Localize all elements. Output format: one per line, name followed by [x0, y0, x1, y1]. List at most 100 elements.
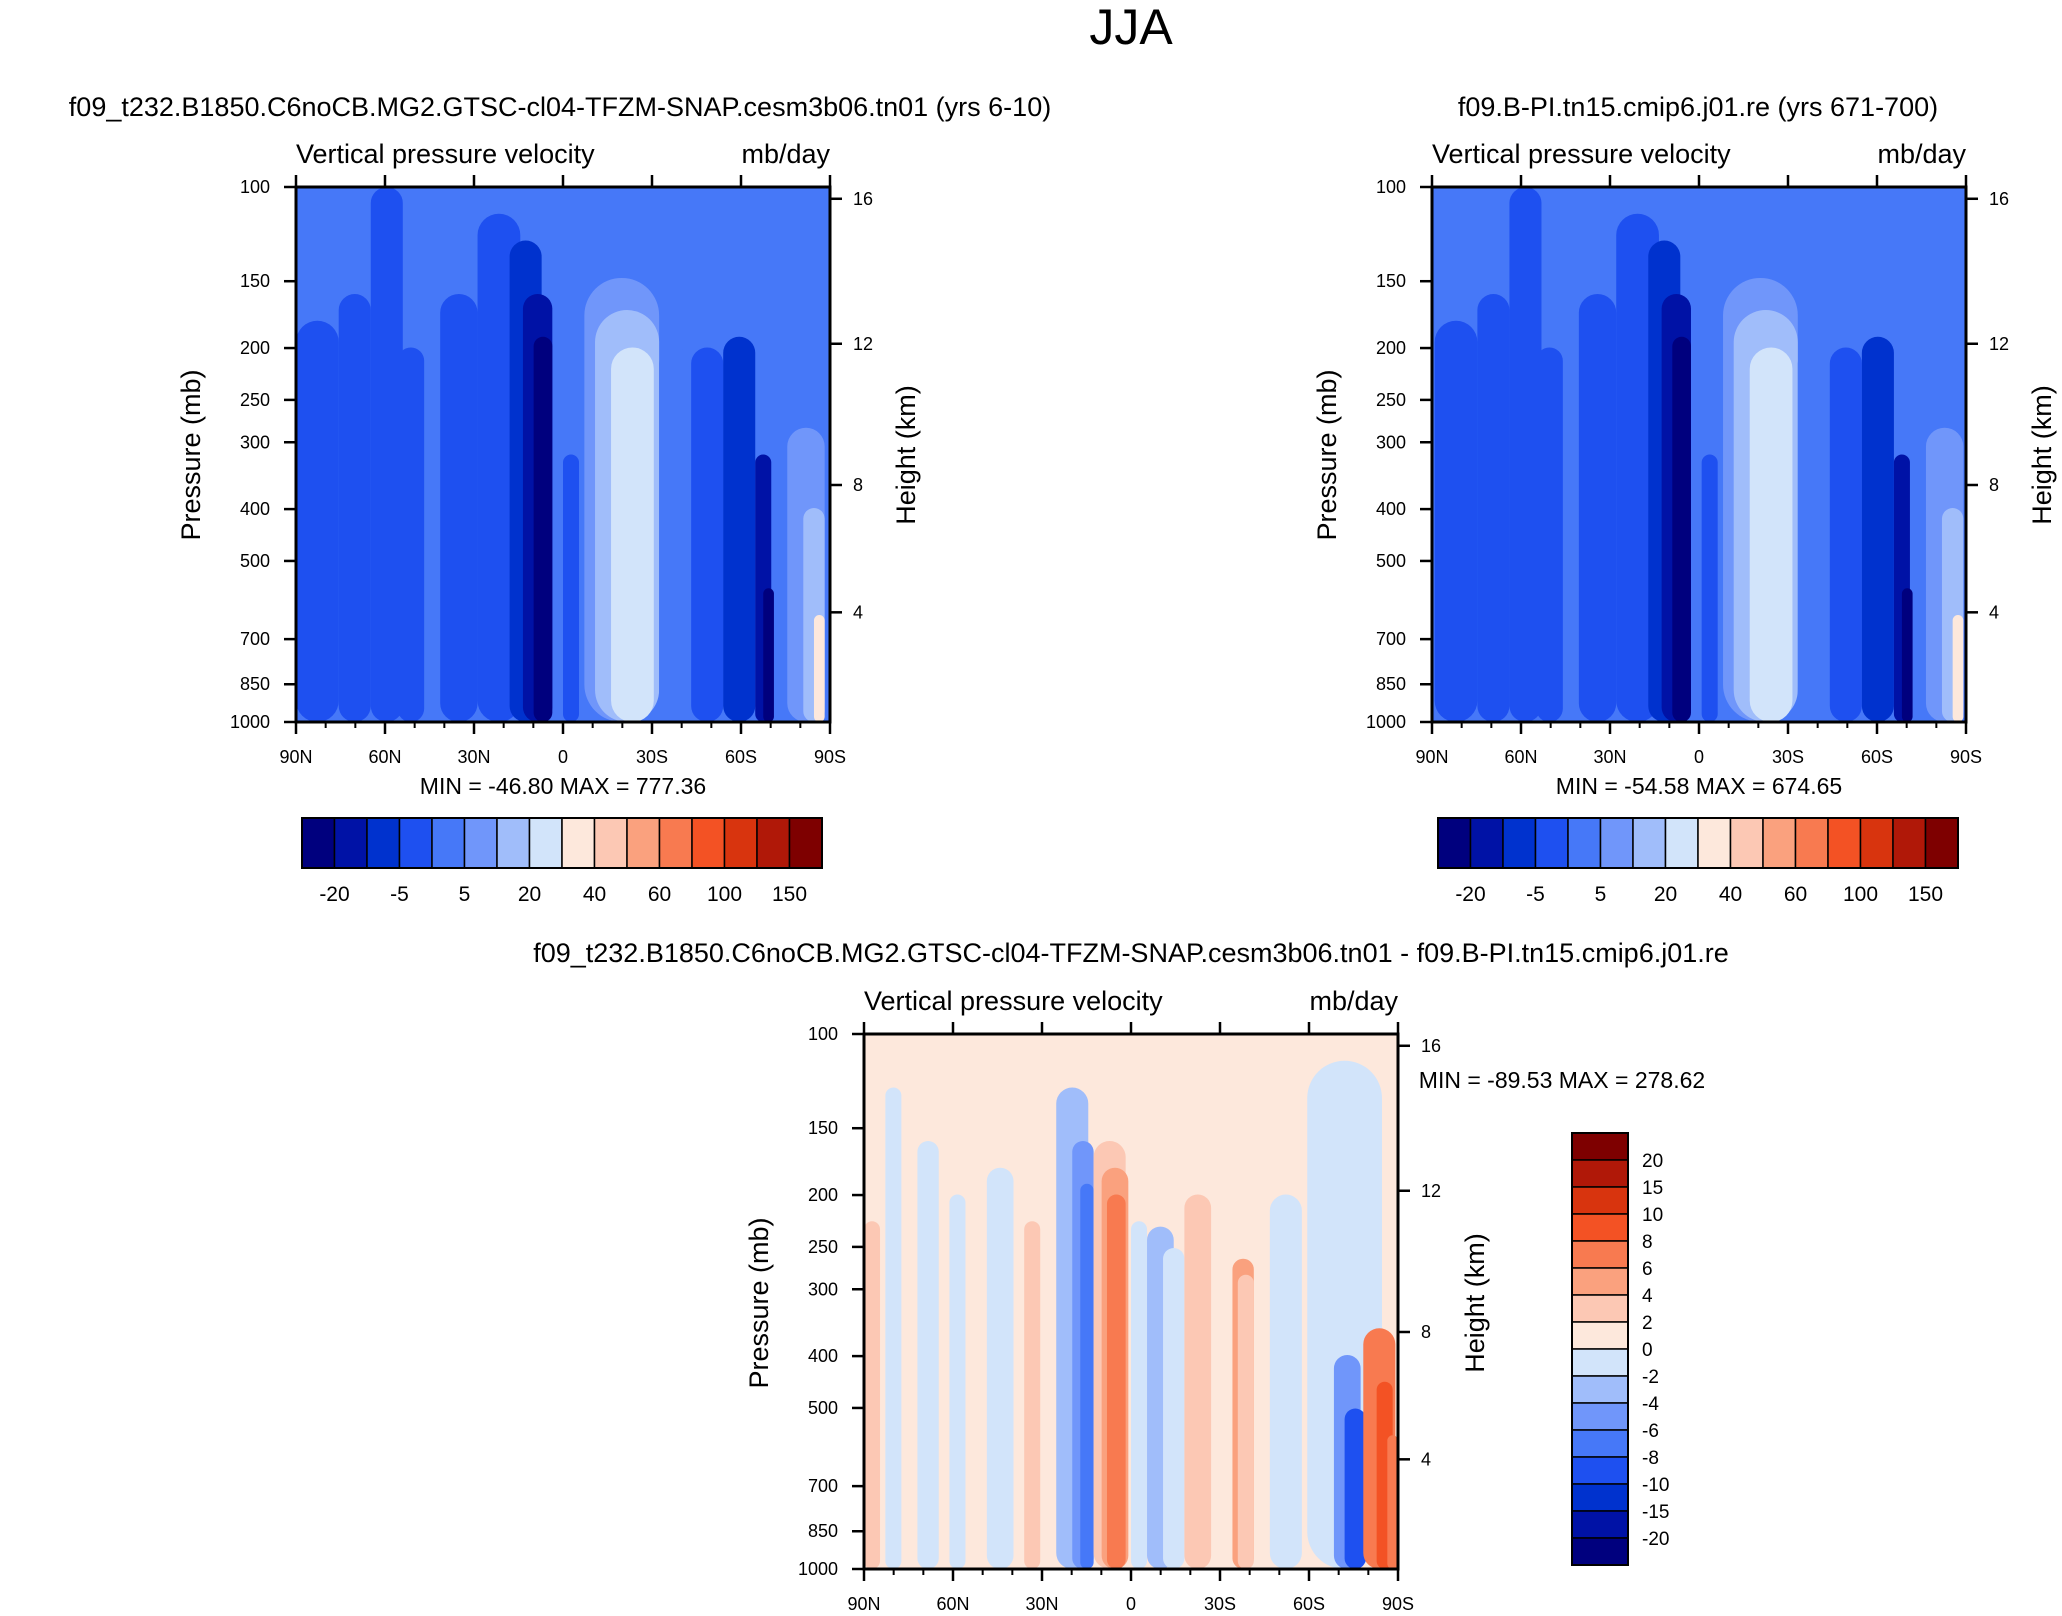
- x-tick-label: 90N: [847, 1594, 880, 1614]
- colorbar-label: 20: [1642, 1151, 1663, 1172]
- contour-band: [296, 320, 339, 722]
- y-tick-label: 500: [808, 1398, 838, 1418]
- colorbar-box: [1571, 1456, 1629, 1485]
- colorbar-label: 40: [1719, 883, 1742, 906]
- x-tick-label: 30S: [636, 747, 668, 767]
- colorbar-box: [1571, 1213, 1629, 1242]
- y-axis-label: Pressure (mb): [744, 1217, 774, 1388]
- colorbar-label: 0: [1642, 1340, 1653, 1361]
- colorbar-label: 10: [1642, 1205, 1663, 1226]
- colorbar-box: [463, 817, 498, 869]
- contour-band: [691, 347, 724, 722]
- colorbar-label: 60: [1784, 883, 1807, 906]
- y-tick-label: 700: [808, 1476, 838, 1496]
- colorbar-box: [561, 817, 596, 869]
- contour-band: [1901, 588, 1913, 722]
- variable-label: Vertical pressure velocity: [1432, 139, 1731, 169]
- colorbar-box: [1827, 817, 1862, 869]
- colorbar: -20 -5 5 20 40 60 100 150: [1437, 817, 1959, 906]
- y-tick-label: 400: [1376, 499, 1406, 519]
- contour-band: [1797, 347, 1830, 722]
- colorbar-label: -4: [1642, 1394, 1659, 1415]
- colorbar-box: [366, 817, 401, 869]
- y-tick-label: 1000: [798, 1559, 838, 1579]
- colorbar-box: [723, 817, 758, 869]
- colorbar-box: [593, 817, 628, 869]
- y-tick-label: 250: [808, 1237, 838, 1257]
- x-tick-label: 90S: [814, 747, 846, 767]
- colorbar-label: -8: [1642, 1448, 1659, 1469]
- panel-model-a: f09_t232.B1850.C6noCB.MG2.GTSC-cl04-TFZM…: [69, 92, 1051, 906]
- x-tick-label: 60N: [368, 747, 401, 767]
- min-max-stats: MIN = -54.58 MAX = 674.65: [1556, 773, 1842, 799]
- y-tick-label: 100: [1376, 177, 1406, 197]
- colorbar-label: 5: [1595, 883, 1607, 906]
- y2-axis-label: Height (km): [891, 385, 921, 525]
- colorbar-box: [1571, 1186, 1629, 1215]
- y2-tick-label: 12: [1989, 334, 2009, 354]
- x-tick-label: 0: [558, 747, 568, 767]
- contour-band: [1829, 347, 1862, 722]
- colorbar-label: 6: [1642, 1259, 1653, 1280]
- colorbar-box: [1859, 817, 1894, 869]
- colorbar-box: [1924, 817, 1959, 869]
- colorbar-box: [528, 817, 563, 869]
- colorbar-box: [1571, 1510, 1629, 1539]
- y-tick-label: 150: [240, 271, 270, 291]
- colorbar-box: [691, 817, 726, 869]
- y-tick-label: 250: [1376, 390, 1406, 410]
- colorbar-box: [1571, 1321, 1629, 1350]
- y-tick-label: 850: [240, 674, 270, 694]
- y-tick-label: 1000: [230, 712, 270, 732]
- contour-band: [864, 1221, 881, 1569]
- contour-band: [1672, 336, 1691, 722]
- y-tick-label: 150: [1376, 271, 1406, 291]
- contour-band: [949, 1194, 966, 1569]
- y2-axis-label: Height (km): [1460, 1233, 1490, 1373]
- colorbar-label: 15: [1642, 1178, 1663, 1199]
- x-tick-label: 0: [1126, 1594, 1136, 1614]
- y2-tick-label: 4: [853, 602, 863, 622]
- colorbar-box: [1571, 1348, 1629, 1377]
- colorbar-label: 60: [648, 883, 671, 906]
- colorbar-box: [1571, 1294, 1629, 1323]
- panel-title: f09_t232.B1850.C6noCB.MG2.GTSC-cl04-TFZM…: [533, 938, 1729, 968]
- axes: 90N 60N 30N 0 30S 60S 90S 100 150 200 250 300 400 500…: [1366, 175, 2009, 767]
- min-max-stats: MIN = -89.53 MAX = 278.62: [1419, 1067, 1705, 1093]
- y-tick-label: 300: [1376, 432, 1406, 452]
- variable-label: Vertical pressure velocity: [296, 139, 595, 169]
- units-label: mb/day: [1877, 139, 1966, 169]
- colorbar-box: [1599, 817, 1634, 869]
- y2-axis-label: Height (km): [2027, 385, 2057, 525]
- colorbar-label: -5: [1526, 883, 1545, 906]
- panel-difference: f09_t232.B1850.C6noCB.MG2.GTSC-cl04-TFZM…: [533, 938, 1729, 1614]
- colorbar-box: [1697, 817, 1732, 869]
- y2-tick-label: 4: [1989, 602, 1999, 622]
- colorbar-label: 20: [518, 883, 541, 906]
- y-axis-label: Pressure (mb): [176, 369, 206, 540]
- colorbar-label: 2: [1642, 1313, 1653, 1334]
- contour-band: [1701, 454, 1718, 722]
- contour-band: [533, 336, 553, 722]
- y-tick-label: 100: [808, 1024, 838, 1044]
- y-tick-label: 500: [1376, 551, 1406, 571]
- colorbar-label: 150: [1908, 883, 1943, 906]
- colorbar-box: [1571, 1159, 1629, 1188]
- colorbar-box: [626, 817, 661, 869]
- x-tick-label: 90S: [1382, 1594, 1414, 1614]
- colorbar-box: [1469, 817, 1504, 869]
- colorbar-box: [301, 817, 336, 869]
- colorbar-frame: [301, 817, 823, 869]
- colorbar-box: [1571, 1429, 1629, 1458]
- panel-title: f09_t232.B1850.C6noCB.MG2.GTSC-cl04-TFZM…: [69, 92, 1051, 122]
- x-tick-label: 90S: [1950, 747, 1982, 767]
- colorbar-box: [1632, 817, 1667, 869]
- y-tick-label: 200: [808, 1185, 838, 1205]
- colorbar: -20 -5 5 20 40 60 100 150: [301, 817, 823, 906]
- colorbar-box: [1794, 817, 1829, 869]
- colorbar-label: 8: [1642, 1232, 1653, 1253]
- colorbar-box: [1437, 817, 1472, 869]
- contour-band: [1749, 347, 1793, 722]
- y-tick-label: 150: [808, 1118, 838, 1138]
